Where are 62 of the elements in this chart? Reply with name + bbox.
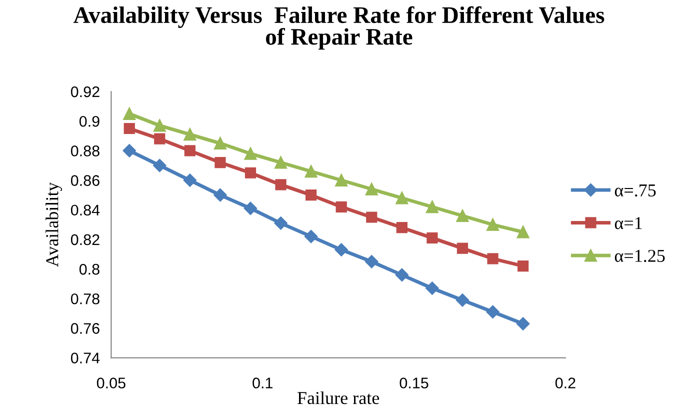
x-tick-label: 0.15: [400, 378, 428, 388]
point: [184, 128, 196, 141]
point: [244, 147, 257, 160]
point: [516, 317, 530, 330]
point: [214, 188, 227, 202]
point: [124, 122, 135, 134]
point: [154, 133, 166, 144]
y-axis-title: Availability: [46, 182, 62, 267]
chart-title: Availability Versus Failure Rate for Different Values of Repair Rate: [73, 6, 604, 50]
point: [274, 216, 288, 230]
point: [396, 222, 408, 234]
point: [184, 145, 196, 156]
x-tick-label: 0.05: [96, 378, 126, 388]
point: [487, 253, 498, 264]
y-tick-label: 0.76: [70, 323, 100, 334]
point: [183, 174, 197, 187]
x-axis-title: Failure rate: [297, 391, 380, 404]
point: [274, 156, 288, 169]
x-tick-label: 0.1: [252, 378, 272, 388]
y-tick-label: 0.82: [70, 234, 100, 246]
x-tick-label: 0.2: [555, 378, 576, 388]
y-tick-label: 0.86: [70, 175, 100, 186]
point: [426, 282, 439, 295]
point: [153, 158, 166, 172]
point: [214, 156, 226, 168]
point: [395, 268, 409, 282]
y-tick-label: 0.78: [70, 293, 100, 304]
point: [214, 137, 226, 150]
point: [244, 202, 258, 215]
point: [153, 119, 166, 132]
point: [365, 182, 378, 196]
y-tick-label: 0.74: [70, 352, 100, 364]
point: [335, 174, 348, 187]
point: [456, 242, 468, 254]
point: [244, 167, 256, 178]
point: [396, 192, 408, 204]
point: [486, 218, 500, 231]
point: [275, 179, 286, 190]
point: [304, 165, 318, 178]
y-tick-label: 0.8: [79, 264, 100, 275]
y-tick-label: 0.84: [70, 204, 100, 216]
point: [456, 210, 469, 222]
point: [306, 190, 317, 201]
legend-label: α=1: [614, 217, 642, 230]
point: [426, 200, 438, 214]
y-tick-label: 0.92: [70, 86, 100, 98]
point: [516, 226, 530, 238]
point: [304, 230, 318, 244]
point: [336, 201, 347, 212]
point: [122, 144, 136, 158]
legend-label: α=1.25: [614, 250, 665, 262]
point: [456, 293, 470, 307]
point: [365, 255, 378, 268]
legend-label: α=.75: [614, 184, 656, 197]
point: [334, 243, 348, 256]
point: [366, 212, 378, 223]
point: [123, 107, 136, 120]
point: [518, 260, 529, 272]
y-tick-label: 0.9: [79, 116, 100, 127]
y-tick-label: 0.88: [70, 146, 100, 156]
point: [486, 305, 500, 318]
point: [426, 232, 438, 244]
